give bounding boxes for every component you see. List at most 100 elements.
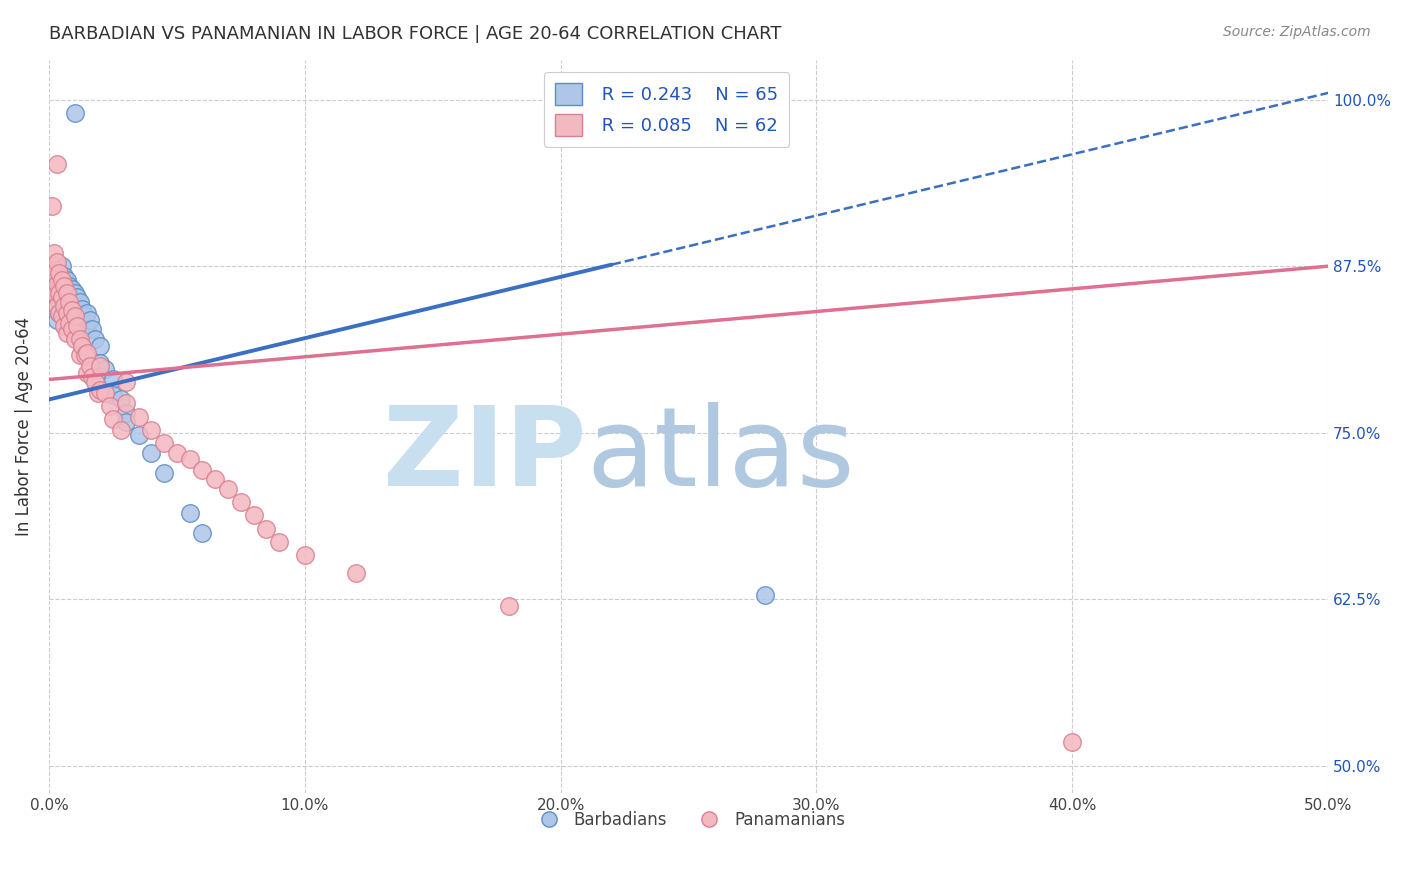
Point — [42, 285, 65, 300]
Legend: Barbadians, Panamanians: Barbadians, Panamanians — [526, 805, 852, 836]
Point — [179, 452, 201, 467]
Point — [45, 312, 67, 326]
Point — [254, 522, 277, 536]
Point — [51, 282, 73, 296]
Point — [86, 385, 108, 400]
Point — [60, 295, 83, 310]
Point — [51, 293, 73, 307]
Point — [114, 406, 136, 420]
Point — [82, 369, 104, 384]
Point — [42, 245, 65, 260]
Point — [45, 285, 67, 300]
Point — [66, 306, 89, 320]
Point — [53, 290, 76, 304]
Point — [89, 339, 111, 353]
Point — [191, 463, 214, 477]
Point — [101, 412, 124, 426]
Point — [48, 285, 70, 300]
Point — [48, 306, 70, 320]
Point — [53, 268, 76, 283]
Point — [204, 472, 226, 486]
Point — [45, 156, 67, 170]
Point — [153, 436, 176, 450]
Point — [76, 366, 98, 380]
Point — [84, 375, 107, 389]
Point — [45, 277, 67, 291]
Text: BARBADIAN VS PANAMANIAN IN LABOR FORCE | AGE 20-64 CORRELATION CHART: BARBADIAN VS PANAMANIAN IN LABOR FORCE |… — [49, 25, 782, 43]
Point — [110, 392, 132, 407]
Point — [73, 349, 96, 363]
Point — [51, 290, 73, 304]
Point — [48, 277, 70, 291]
Point — [114, 415, 136, 429]
Point — [242, 508, 264, 523]
Point — [94, 385, 117, 400]
Point — [53, 319, 76, 334]
Point — [51, 272, 73, 286]
Point — [48, 285, 70, 300]
Point — [294, 549, 316, 563]
Point — [41, 266, 63, 280]
Text: Source: ZipAtlas.com: Source: ZipAtlas.com — [1223, 25, 1371, 39]
Point — [76, 346, 98, 360]
Point — [69, 333, 91, 347]
Point — [42, 299, 65, 313]
Point — [42, 259, 65, 273]
Point — [76, 322, 98, 336]
Point — [66, 319, 89, 334]
Point — [114, 375, 136, 389]
Point — [41, 285, 63, 300]
Point — [179, 506, 201, 520]
Text: ZIP: ZIP — [382, 402, 586, 509]
Point — [60, 303, 83, 318]
Point — [229, 495, 252, 509]
Point — [42, 285, 65, 300]
Point — [1062, 735, 1084, 749]
Point — [63, 299, 86, 313]
Point — [89, 383, 111, 397]
Point — [60, 322, 83, 336]
Point — [70, 301, 93, 316]
Point — [45, 279, 67, 293]
Point — [128, 409, 150, 424]
Point — [53, 279, 76, 293]
Point — [114, 396, 136, 410]
Point — [41, 293, 63, 307]
Text: atlas: atlas — [586, 402, 855, 509]
Point — [51, 272, 73, 286]
Point — [73, 309, 96, 323]
Point — [41, 259, 63, 273]
Point — [51, 306, 73, 320]
Point — [45, 299, 67, 313]
Point — [42, 266, 65, 280]
Point — [51, 309, 73, 323]
Point — [69, 349, 91, 363]
Point — [45, 299, 67, 313]
Point — [41, 279, 63, 293]
Point — [141, 423, 163, 437]
Point — [42, 279, 65, 293]
Point — [53, 301, 76, 315]
Point — [100, 399, 122, 413]
Point — [344, 566, 367, 580]
Point — [42, 266, 65, 280]
Point — [48, 266, 70, 280]
Point — [101, 372, 124, 386]
Point — [166, 446, 188, 460]
Point — [56, 272, 79, 286]
Point — [58, 295, 80, 310]
Point — [48, 306, 70, 320]
Y-axis label: In Labor Force | Age 20-64: In Labor Force | Age 20-64 — [15, 317, 32, 536]
Point — [45, 272, 67, 286]
Point — [56, 285, 79, 300]
Point — [41, 199, 63, 213]
Point — [76, 306, 98, 320]
Point — [63, 333, 86, 347]
Point — [56, 306, 79, 320]
Point — [66, 290, 89, 304]
Point — [63, 309, 86, 323]
Point — [153, 466, 176, 480]
Point — [60, 282, 83, 296]
Point — [128, 428, 150, 442]
Point — [101, 388, 124, 402]
